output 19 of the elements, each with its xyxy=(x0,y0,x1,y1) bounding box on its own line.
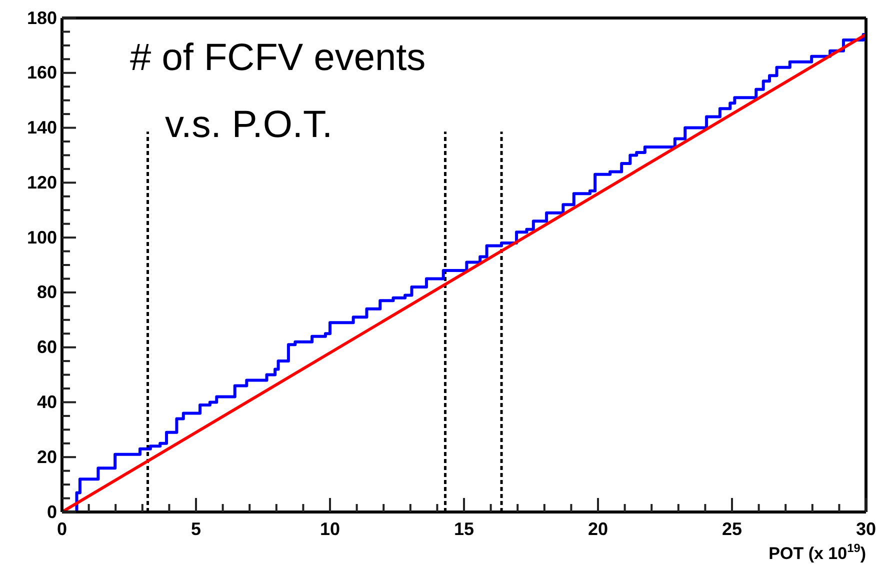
y-tick-label: 180 xyxy=(26,8,57,28)
x-tick-label: 30 xyxy=(856,518,876,539)
x-tick-label: 15 xyxy=(454,518,474,539)
y-tick-label: 160 xyxy=(26,62,57,83)
y-tick-label: 20 xyxy=(36,446,57,467)
x-tick-label: 20 xyxy=(588,518,608,539)
x-tick-label: 25 xyxy=(722,518,742,539)
x-tick-label: 5 xyxy=(190,518,202,539)
y-tick-label: 120 xyxy=(26,172,57,192)
y-tick-label: 80 xyxy=(36,282,57,302)
y-tick-label: 60 xyxy=(36,337,57,358)
x-tick-label: 10 xyxy=(320,518,340,539)
x-axis-title: POT (x 10$^{19}$) xyxy=(768,541,866,563)
y-tick-label: 40 xyxy=(36,392,57,412)
text: # of FCFV events xyxy=(130,37,426,79)
y-tick-label: 100 xyxy=(26,227,57,248)
text: v.s. P.O.T. xyxy=(165,104,333,146)
y-tick-label: 0 xyxy=(46,502,57,522)
y-tick-label: 140 xyxy=(26,118,57,138)
